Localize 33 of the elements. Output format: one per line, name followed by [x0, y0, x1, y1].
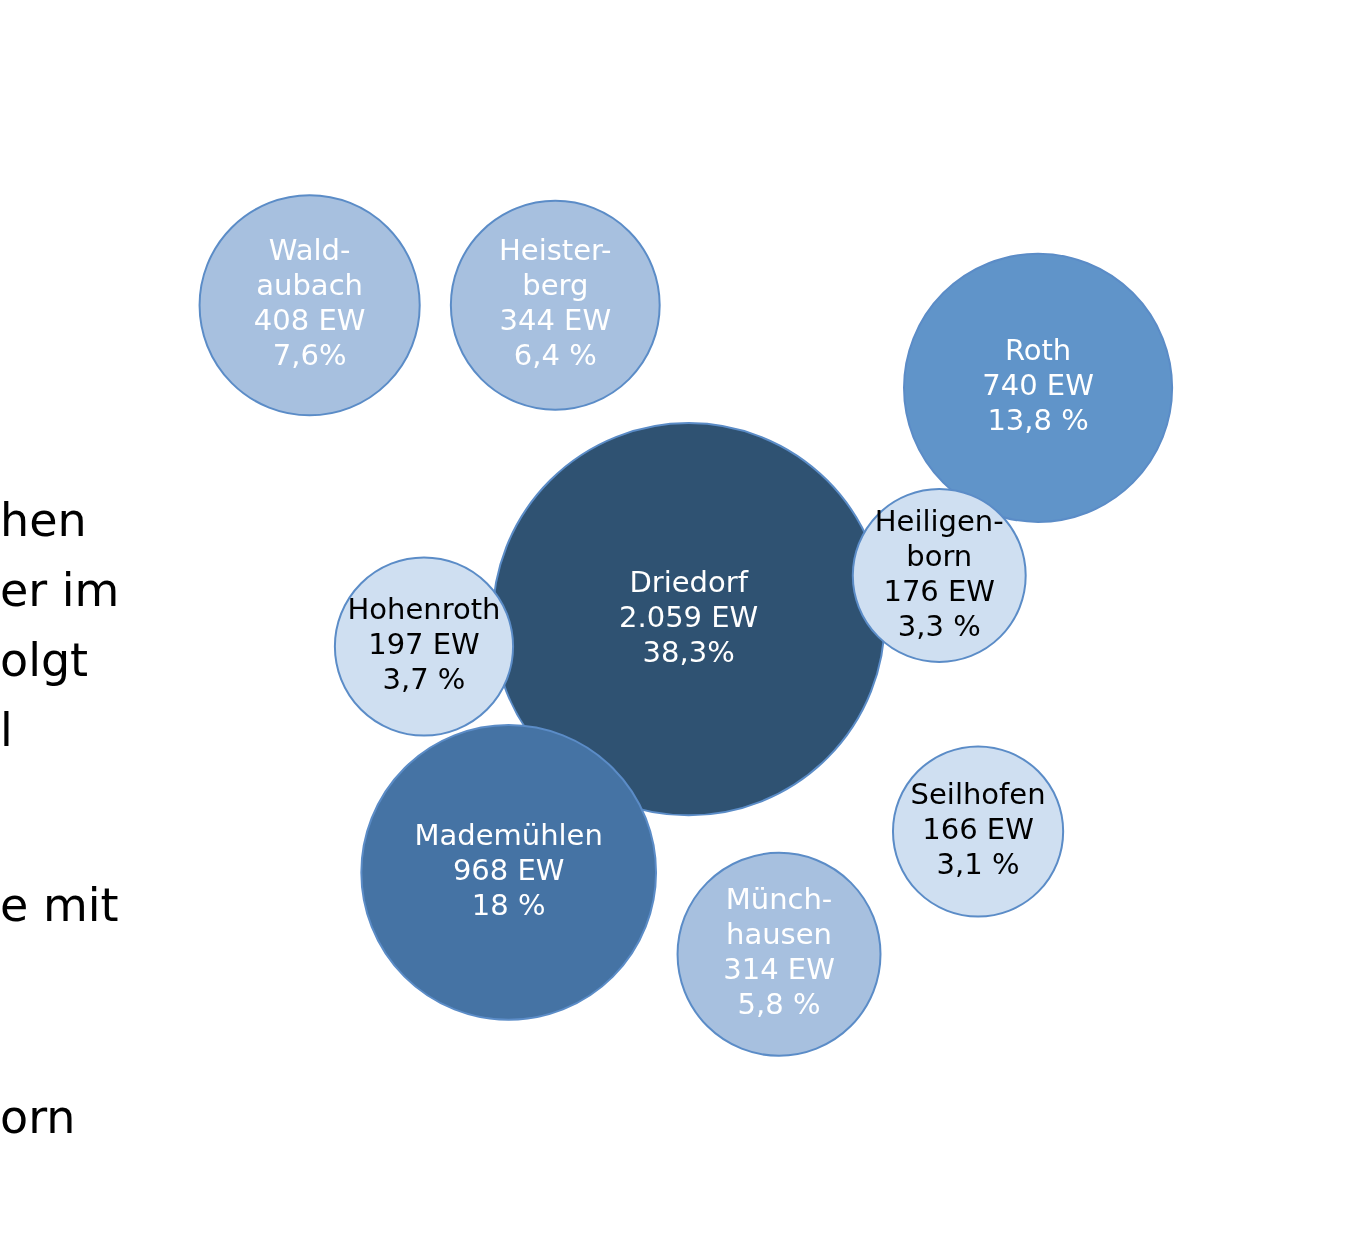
text: olgt — [0, 633, 89, 687]
category-label: Hohenroth — [347, 592, 501, 627]
data-label: 740 EW — [982, 368, 1094, 403]
data-label: 344 EW — [499, 303, 612, 338]
data-label: 968 EW — [452, 852, 565, 887]
data-label: 166 EW — [922, 812, 1034, 847]
data-label: 18 % — [471, 887, 546, 922]
text: hen — [0, 493, 87, 547]
category-label: Heister- berg — [498, 233, 612, 303]
text: e mit — [0, 878, 119, 932]
data-label: 176 EW — [883, 573, 996, 608]
text: l — [0, 703, 13, 757]
category-label: Driedorf — [629, 564, 749, 599]
text: orn — [0, 1090, 76, 1144]
data-label: 5,8 % — [737, 987, 821, 1022]
category-label: Mademühlen — [414, 817, 603, 852]
data-label: 6,4 % — [513, 338, 597, 373]
data-label: 2.059 EW — [619, 599, 759, 634]
data-label: 408 EW — [253, 303, 366, 338]
data-label: 3,7 % — [382, 662, 466, 697]
data-label: 197 EW — [368, 627, 480, 662]
data-label: 3,1 % — [936, 847, 1020, 882]
data-label: 3,3 % — [897, 608, 981, 643]
category-label: Heiligen- born — [874, 503, 1004, 573]
data-label: 13,8 % — [987, 403, 1089, 438]
data-label: 314 EW — [723, 952, 835, 987]
category-label: Wald- aubach — [256, 233, 363, 303]
data-label: 7,6% — [272, 338, 347, 373]
category-label: Seilhofen — [910, 777, 1046, 812]
category-label: Roth — [1004, 333, 1072, 368]
data-label: 38,3% — [642, 634, 735, 669]
text: er im — [0, 563, 120, 617]
category-label: Münch- hausen — [725, 882, 833, 952]
